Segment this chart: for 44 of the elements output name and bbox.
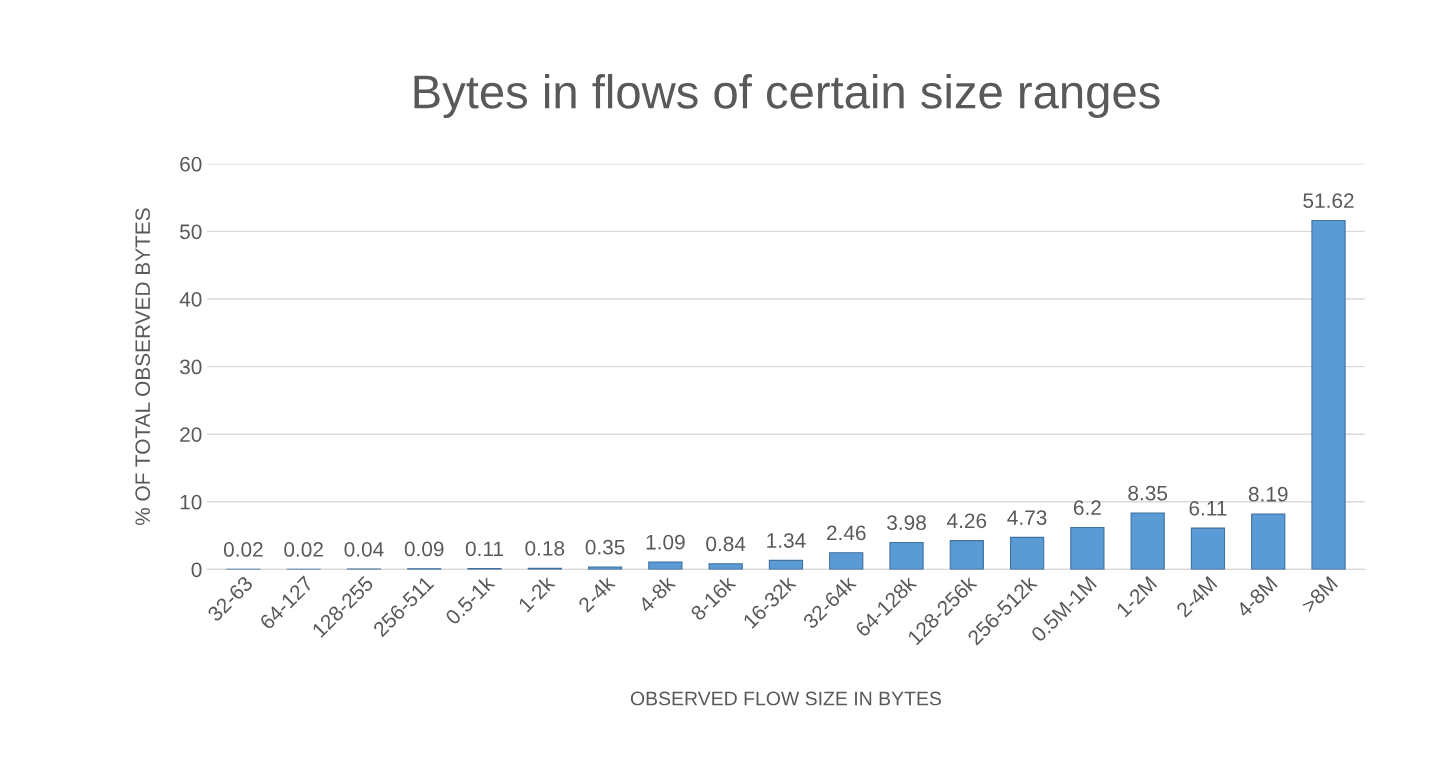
bar xyxy=(949,540,984,570)
y-tick-label: 30 xyxy=(179,359,202,375)
data-label: 1.34 xyxy=(767,533,806,548)
data-label: 8.35 xyxy=(1128,485,1168,501)
y-tick-label: 20 xyxy=(180,427,202,442)
bar xyxy=(648,561,683,570)
data-label: 6.11 xyxy=(1189,500,1227,516)
bar xyxy=(1070,526,1105,570)
data-label: 0.02 xyxy=(223,542,263,557)
x-tick-label: 4-8k xyxy=(637,574,677,614)
bar xyxy=(1009,536,1045,570)
data-label: 0.04 xyxy=(344,541,384,557)
data-label: 0.35 xyxy=(585,539,625,555)
y-tick-label: 40 xyxy=(179,292,202,307)
data-label: 6.2 xyxy=(1073,500,1101,516)
bar xyxy=(1130,512,1165,570)
y-tick-label: 50 xyxy=(180,224,202,240)
bar xyxy=(708,563,743,570)
data-label: 0.84 xyxy=(706,536,746,552)
y-tick-label: 60 xyxy=(180,156,202,172)
data-label: 0.18 xyxy=(525,540,565,556)
x-axis-title: OBSERVED FLOW SIZE IN BYTES xyxy=(630,691,942,706)
chart-title: Bytes in flows of certain size ranges xyxy=(414,74,1160,119)
data-label: 2.46 xyxy=(827,525,866,541)
bar xyxy=(1190,527,1226,570)
data-label: 8.19 xyxy=(1248,486,1288,502)
x-tick-label: 1-2k xyxy=(517,574,556,613)
data-label: 0.09 xyxy=(404,541,444,557)
bar xyxy=(829,552,864,570)
y-tick-label: 10 xyxy=(180,494,202,510)
data-label: 3.98 xyxy=(887,515,926,531)
bar xyxy=(889,541,924,570)
bar xyxy=(768,559,804,570)
bar xyxy=(1311,219,1346,570)
bar xyxy=(587,566,623,570)
data-label: 1.09 xyxy=(646,534,685,550)
data-label: 0.11 xyxy=(465,541,504,557)
data-label: 4.73 xyxy=(1007,510,1047,525)
data-label: 0.02 xyxy=(284,542,323,557)
data-label: 51.62 xyxy=(1303,193,1354,208)
y-tick-label: 0 xyxy=(191,562,202,578)
bar xyxy=(1251,513,1286,570)
data-label: 4.26 xyxy=(947,513,987,529)
y-axis-title: % OF TOTAL OBSERVED BYTES xyxy=(135,208,151,526)
